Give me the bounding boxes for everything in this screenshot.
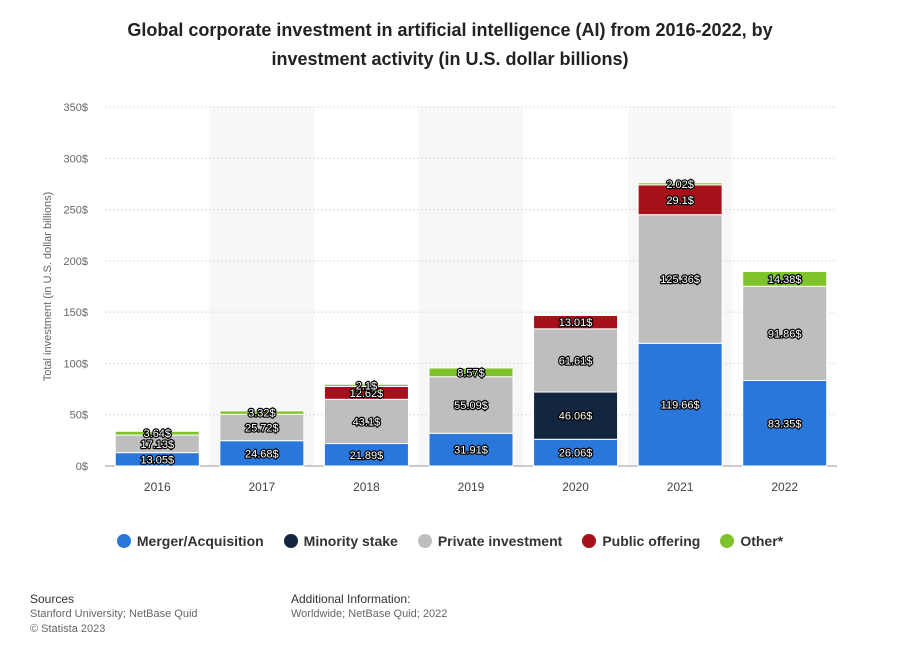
data-label: 3.32$ (248, 408, 276, 420)
data-label: 46.06$ (559, 411, 593, 423)
data-label: 2.02$ (666, 179, 694, 191)
x-tick-label: 2019 (458, 480, 485, 494)
additional-info-heading: Additional Information: (291, 592, 411, 606)
sources-block: Sources Stanford University; NetBase Qui… (30, 592, 198, 637)
bar-segment (742, 271, 828, 287)
copyright-text: © Statista 2023 (30, 623, 106, 635)
legend-item[interactable]: Other* (720, 533, 783, 549)
stacked-bar-chart: 0$ 50$ 100$ 150$ 200$ 250$ 300$ 350$ Total inves… (42, 102, 837, 494)
legend-item[interactable]: Merger/Acquisition (116, 533, 264, 549)
y-tick-label: 100$ (64, 358, 88, 370)
data-label: 125.36$ (660, 274, 700, 286)
x-tick-label: 2017 (249, 480, 276, 494)
legend-swatch (720, 534, 735, 548)
bar-segment (428, 376, 514, 434)
data-label: 55.09$ (454, 400, 488, 412)
legend-swatch (116, 534, 131, 548)
y-axis-title: Total investment (in U.S. dollar billion… (42, 192, 54, 382)
y-tick-label: 350$ (64, 102, 88, 114)
x-tick-label: 2022 (771, 480, 798, 494)
bar-segment (323, 398, 409, 445)
x-tick-label: 2018 (353, 480, 380, 494)
data-label: 12.62$ (350, 388, 384, 400)
legend-swatch (417, 534, 432, 548)
bar-segment (219, 440, 305, 467)
bar-segment (533, 438, 619, 467)
additional-info-text: Worldwide; NetBase Quid; 2022 (291, 608, 448, 620)
legend-label: Minority stake (303, 533, 398, 549)
legend-swatch (283, 534, 298, 548)
bar-segment (428, 367, 514, 378)
legend-label: Other* (740, 533, 784, 549)
y-tick-label: 300$ (64, 153, 88, 165)
data-label: 83.35$ (768, 418, 802, 430)
legend-label: Merger/Acquisition (136, 533, 264, 549)
legend-item[interactable]: Minority stake (283, 533, 398, 549)
data-label: 61.61$ (559, 355, 593, 367)
y-tick-label: 250$ (64, 205, 88, 217)
y-tick-label: 0$ (76, 461, 88, 473)
data-label: 21.89$ (350, 450, 384, 462)
bar-segment (637, 342, 723, 467)
data-label: 17.13$ (140, 439, 174, 451)
data-label: 3.64$ (144, 428, 172, 440)
data-label: 43.1$ (353, 416, 381, 428)
bar-segment (637, 214, 723, 344)
additional-info-block: Additional Information: Worldwide; NetBa… (291, 592, 447, 622)
bar-segment (533, 314, 619, 330)
y-tick-label: 200$ (64, 256, 88, 268)
data-label: 29.1$ (666, 195, 694, 207)
bar-segment (742, 380, 828, 467)
data-label: 91.86$ (768, 328, 802, 340)
bar-segment (637, 182, 723, 186)
legend-item[interactable]: Private investment (417, 533, 563, 549)
y-tick-label: 150$ (64, 307, 88, 319)
bar-segment (219, 413, 305, 442)
data-label: 119.66$ (661, 400, 700, 412)
sources-heading: Sources (30, 592, 75, 606)
data-label: 25.72$ (245, 422, 279, 434)
chart-legend: Merger/Acquisition Minority stake Private … (0, 533, 900, 549)
chart-title: Global corporate investment in artificia… (127, 20, 773, 69)
sources-text: Stanford University; NetBase Quid (30, 608, 198, 620)
data-label: 13.01$ (559, 317, 593, 329)
data-label: 26.06$ (559, 448, 593, 460)
data-label: 24.68$ (245, 448, 279, 460)
bar-segment (219, 410, 305, 415)
x-tick-label: 2021 (667, 480, 694, 494)
y-tick-label: 50$ (70, 410, 88, 422)
legend-swatch (582, 534, 597, 548)
bar-segment (742, 285, 828, 382)
legend-label: Private investment (437, 533, 563, 549)
bar-segment (323, 383, 409, 387)
bar-segment (114, 430, 200, 436)
data-label: 13.05$ (140, 454, 174, 466)
bar-segment (533, 328, 619, 393)
data-label: 31.91$ (454, 445, 488, 457)
legend-item[interactable]: Public offering (582, 533, 700, 549)
x-tick-label: 2020 (562, 480, 589, 494)
legend-label: Public offering (602, 533, 701, 549)
data-label: 8.57$ (457, 367, 485, 379)
data-label: 2.1$ (356, 380, 377, 392)
x-tick-label: 2016 (144, 480, 171, 494)
bar-segment (533, 391, 619, 440)
bar-segment (428, 432, 514, 467)
data-label: 14.38$ (768, 274, 802, 286)
column-band (209, 107, 315, 466)
